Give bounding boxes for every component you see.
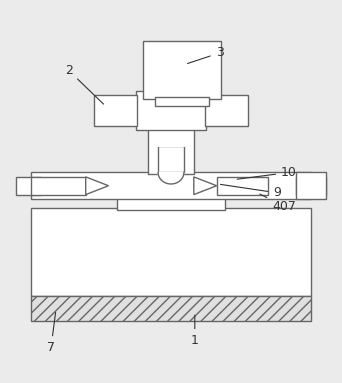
Polygon shape <box>194 177 216 195</box>
Bar <box>296 172 326 199</box>
Polygon shape <box>86 177 108 195</box>
Text: 2: 2 <box>65 64 104 104</box>
Bar <box>143 41 221 99</box>
Text: 3: 3 <box>187 46 224 64</box>
Bar <box>117 196 225 210</box>
Bar <box>31 172 311 199</box>
Text: 9: 9 <box>220 184 281 199</box>
Text: 407: 407 <box>260 194 296 213</box>
Bar <box>205 95 248 126</box>
Bar <box>148 128 194 174</box>
Bar <box>31 208 311 296</box>
Bar <box>216 177 268 195</box>
Polygon shape <box>158 172 184 184</box>
Text: 7: 7 <box>47 313 56 354</box>
Bar <box>16 177 41 195</box>
Bar <box>158 146 184 172</box>
Text: 1: 1 <box>191 315 199 347</box>
Bar <box>31 177 86 195</box>
Bar <box>136 91 206 130</box>
Bar <box>296 177 326 195</box>
Bar <box>155 97 209 106</box>
Text: 10: 10 <box>237 166 297 179</box>
Bar <box>94 95 137 126</box>
Bar <box>31 296 311 321</box>
